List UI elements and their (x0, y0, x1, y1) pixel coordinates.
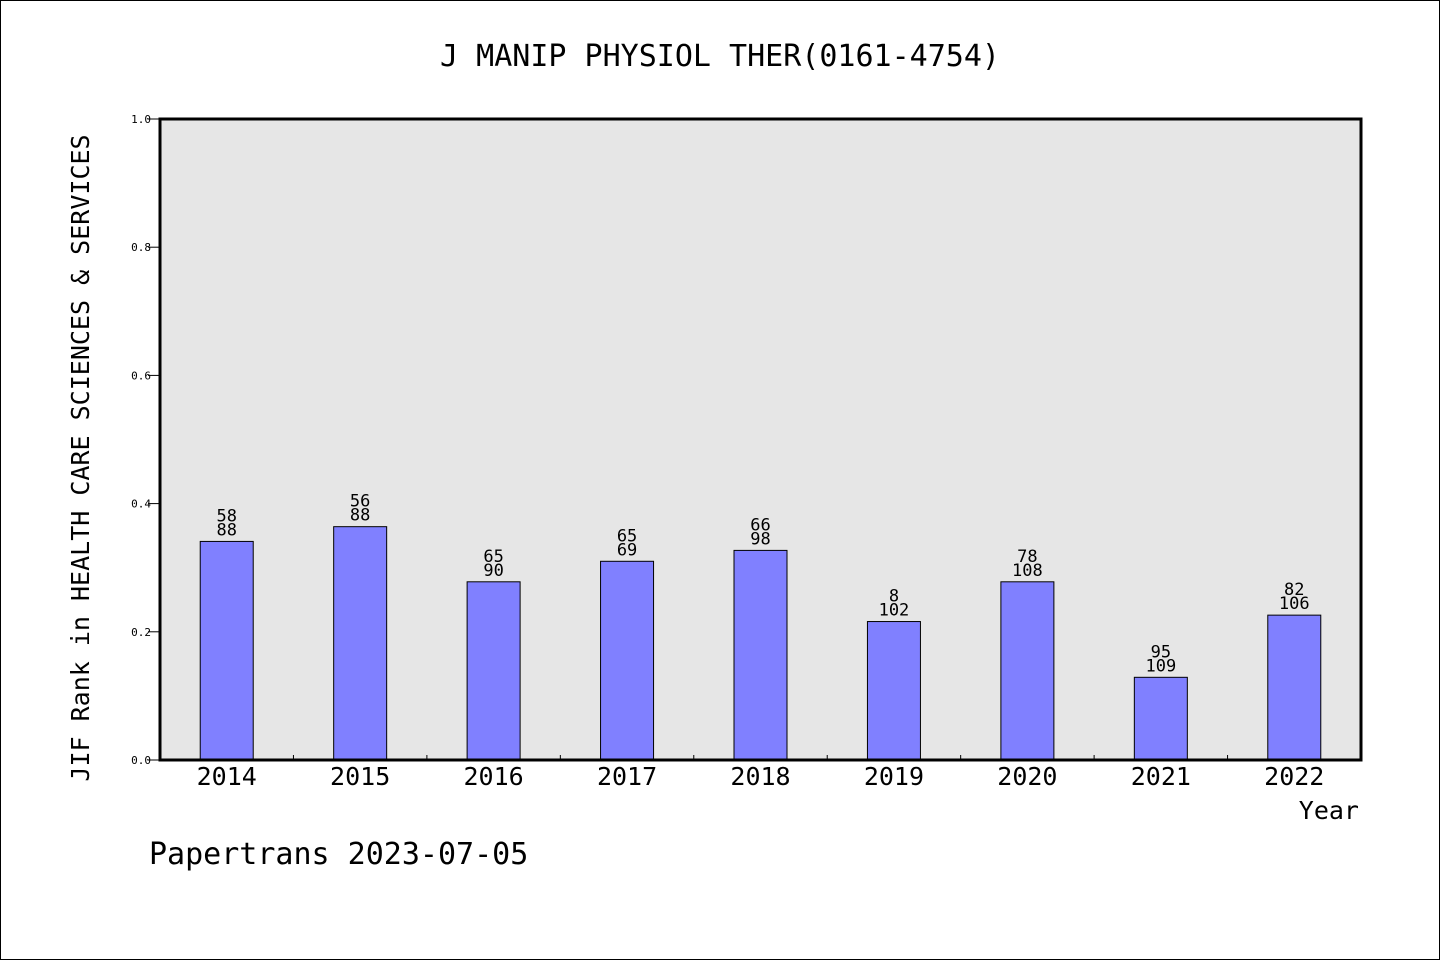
data-label-rank-2020: 78 (1017, 547, 1037, 567)
data-label-total-2019: 102 (879, 601, 910, 621)
x-tick-label-2020: 2020 (997, 762, 1057, 791)
data-label-total-2017: 69 (617, 540, 637, 560)
y-axis-label: JIF Rank in HEALTH CARE SCIENCES & SERVI… (66, 134, 95, 781)
bar-2014 (199, 540, 254, 761)
data-label-rank-2021: 95 (1151, 642, 1171, 662)
data-label-total-2022: 106 (1279, 594, 1310, 614)
y-axis: 0.0 0.2 0.4 0.6 0.8 1.0 (131, 113, 160, 767)
plot-border (158, 117, 1363, 762)
bar-2015 (333, 526, 388, 761)
bar-2016 (466, 581, 521, 761)
x-tick-label-2017: 2017 (597, 762, 657, 791)
bar-2018 (733, 549, 788, 761)
x-axis: 2014 2015 2016 2017 2018 2019 2020 2021 2022 (197, 755, 1324, 791)
footer-stamp: Papertrans 2023-07-05 (149, 837, 528, 872)
data-label-rank-2016: 65 (483, 547, 503, 567)
bar-2022 (1267, 614, 1322, 761)
bar-2020 (1000, 581, 1055, 761)
x-tick-label-2016: 2016 (464, 762, 524, 791)
data-label-rank-2018: 66 (750, 515, 770, 535)
bar-2019 (866, 621, 921, 761)
data-label-total-2020: 108 (1012, 561, 1043, 581)
x-tick-label-2018: 2018 (730, 762, 790, 791)
x-tick-label-2014: 2014 (197, 762, 257, 791)
y-tick-label: 0.8 (131, 241, 151, 254)
bar-2021 (1133, 676, 1188, 761)
x-tick-label-2022: 2022 (1264, 762, 1324, 791)
data-label-total-2016: 90 (483, 561, 503, 581)
data-label-rank-2014: 58 (216, 506, 236, 526)
y-tick-label: 0.0 (131, 754, 151, 767)
y-tick-label: 0.6 (131, 369, 151, 382)
data-label-rank-2015: 56 (350, 492, 370, 512)
x-tick-label-2015: 2015 (330, 762, 390, 791)
bar-2017 (600, 560, 655, 761)
y-tick-label: 1.0 (131, 113, 151, 126)
data-label-total-2018: 98 (750, 529, 770, 549)
data-label-rank-2022: 82 (1284, 580, 1304, 600)
data-label-total-2021: 109 (1145, 656, 1176, 676)
data-label-rank-2017: 65 (617, 526, 637, 546)
x-tick-label-2019: 2019 (864, 762, 924, 791)
x-axis-label: Year (1299, 796, 1359, 825)
x-tick-label-2021: 2021 (1131, 762, 1191, 791)
data-label-rank-2019: 8 (889, 587, 899, 607)
data-label-total-2015: 88 (350, 506, 370, 526)
y-tick-label: 0.4 (131, 498, 151, 511)
chart-title: J MANIP PHYSIOL THER(0161-4754) (440, 39, 1000, 74)
data-label-total-2014: 88 (216, 520, 236, 540)
bars-group (199, 526, 1322, 761)
y-tick-label: 0.2 (131, 626, 151, 639)
